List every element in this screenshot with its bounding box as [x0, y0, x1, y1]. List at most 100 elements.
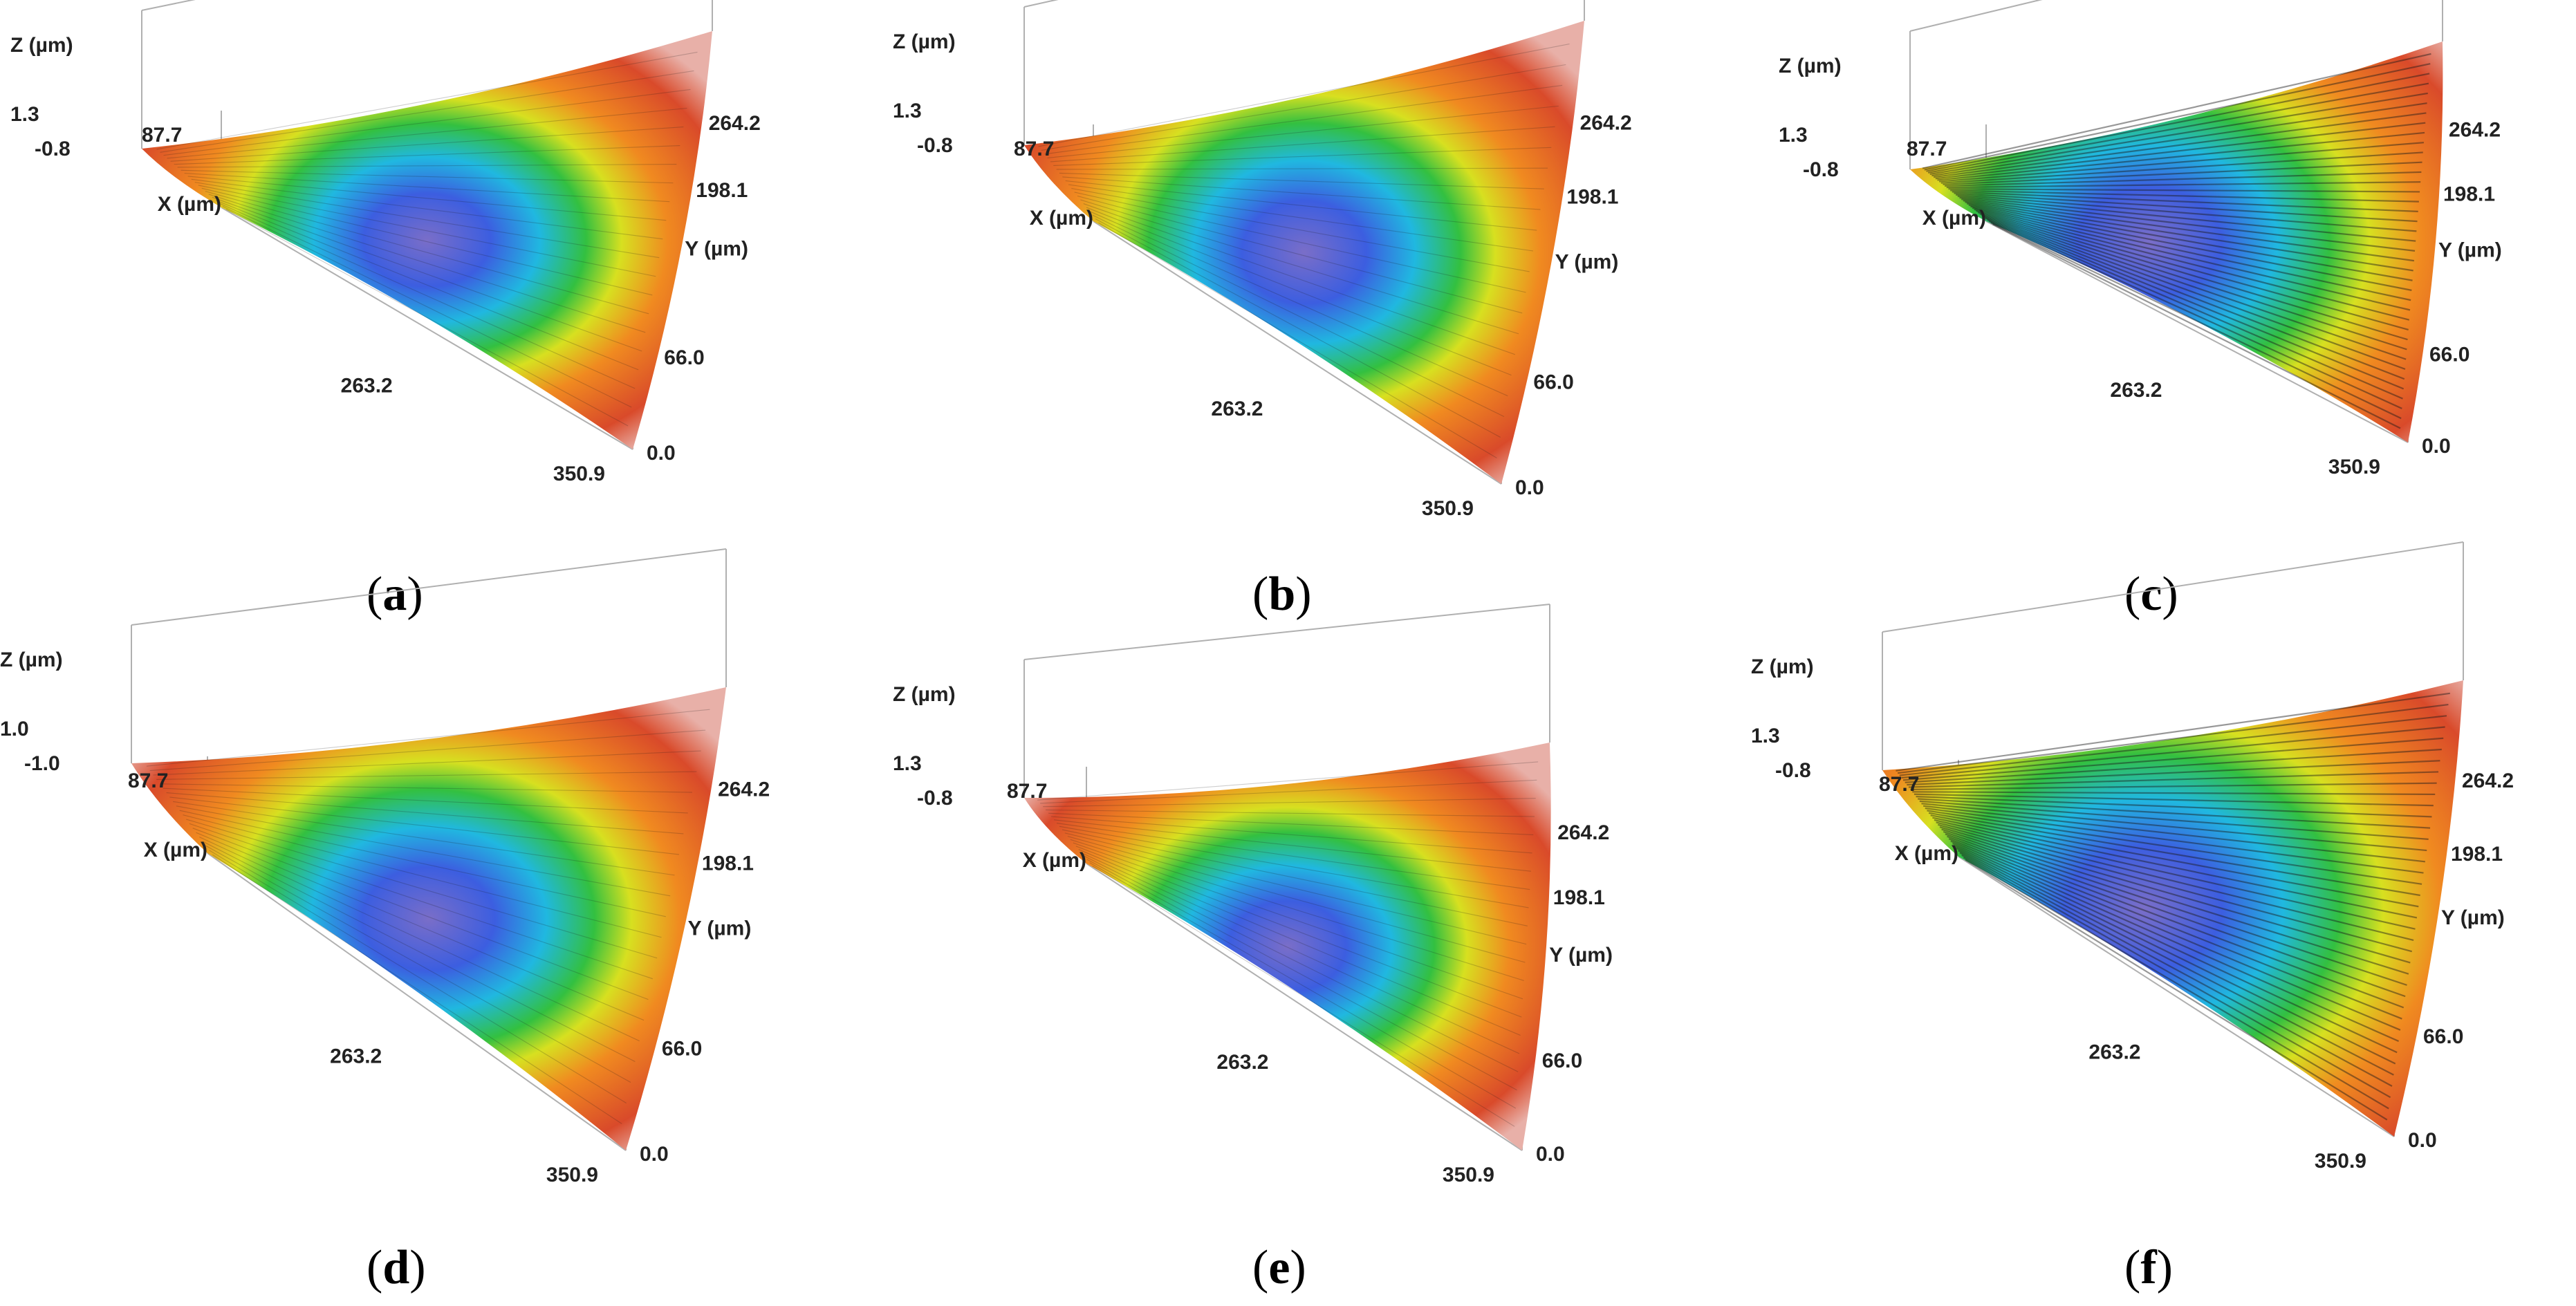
- x-tick-label: 350.9: [1422, 497, 1474, 520]
- y-tick-label: 198.1: [2443, 183, 2495, 205]
- y-tick-label: 264.2: [2462, 769, 2514, 792]
- surface-panel-c: Z (µm) 1.3 -0.8 87.7 X (µm) 263.2 350.9 264.2 19…: [1716, 0, 2575, 653]
- x-axis-label: X (µm): [1023, 849, 1086, 872]
- z-tick-min: -0.8: [35, 138, 71, 160]
- y-tick-label: 0.0: [2408, 1129, 2437, 1152]
- x-tick-label: 350.9: [2328, 456, 2380, 478]
- surface-plot-3d: Z (µm) 1.3 -0.8 87.7 X (µm) 263.2 350.9 264.2 19…: [893, 604, 1613, 1186]
- surface-plot-3d: Z (µm) 1.3 -0.8 87.7 X (µm) 263.2 350.9 264.2 19…: [1751, 541, 2514, 1173]
- x-tick-label: 87.7: [142, 124, 182, 147]
- z-axis-label: Z (µm): [0, 649, 63, 671]
- axis-labels: Z (µm) 1.3 -0.8 87.7 X (µm) 263.2 350.9 264.2 19…: [893, 30, 1632, 520]
- z-axis-label: Z (µm): [893, 30, 956, 53]
- y-tick-label: 0.0: [647, 442, 676, 465]
- z-tick-max: 1.3: [10, 103, 39, 126]
- y-tick-label: 66.0: [664, 346, 704, 369]
- z-tick-max: 1.3: [893, 752, 922, 775]
- surface-panel-e: Z (µm) 1.3 -0.8 87.7 X (µm) 263.2 350.9 264.2 19…: [858, 604, 1716, 1305]
- y-axis-label: Y (µm): [688, 917, 752, 940]
- surface-plot-3d: Z (µm) 1.3 -0.8 87.7 X (µm) 263.2 350.9 264.2 19…: [893, 0, 1632, 520]
- z-tick-min: -0.8: [917, 787, 953, 810]
- y-tick-label: 198.1: [1553, 886, 1605, 909]
- y-axis-label: Y (µm): [1555, 250, 1619, 273]
- surface-plot-3d: Z (µm) 1.3 -0.8 87.7 X (µm) 263.2 350.9 264.2 19…: [1779, 0, 2502, 478]
- axis-labels: Z (µm) 1.3 -0.8 87.7 X (µm) 263.2 350.9 264.2 19…: [10, 34, 761, 485]
- z-tick-max: 1.3: [1751, 725, 1780, 747]
- surface-mesh: [1024, 21, 1584, 484]
- z-tick-min: -0.8: [917, 134, 953, 157]
- z-tick-max: 1.3: [1779, 124, 1808, 147]
- axis-labels: Z (µm) 1.0 -1.0 87.7 X (µm) 263.2 350.9 264.2 19…: [0, 649, 770, 1186]
- z-tick-max: 1.3: [893, 100, 922, 122]
- y-axis-label: Y (µm): [685, 238, 748, 261]
- caption-letter: e: [1268, 1241, 1290, 1294]
- x-tick-label: 263.2: [341, 375, 393, 398]
- x-axis-label: X (µm): [1030, 207, 1093, 230]
- surface-plot-3d: Z (µm) 1.0 -1.0 87.7 X (µm) 263.2 350.9 264.2 19…: [0, 548, 770, 1186]
- y-tick-label: 198.1: [2451, 843, 2503, 866]
- y-tick-label: 264.2: [2449, 119, 2501, 142]
- x-axis-label: X (µm): [158, 193, 221, 216]
- surface-grooves: [1896, 692, 2450, 1121]
- x-tick-label: 350.9: [553, 463, 605, 485]
- y-axis-label: Y (µm): [2441, 906, 2505, 929]
- y-tick-label: 66.0: [1542, 1050, 1582, 1072]
- x-axis-label: X (µm): [1895, 842, 1958, 865]
- caption-letter: b: [1268, 568, 1296, 621]
- panel-caption: (e): [1252, 1241, 1306, 1294]
- y-tick-label: 198.1: [1566, 186, 1618, 209]
- z-axis-label: Z (µm): [10, 34, 73, 57]
- z-axis-label: Z (µm): [1751, 655, 1814, 678]
- x-tick-label: 263.2: [2110, 379, 2162, 402]
- z-tick-min: -1.0: [24, 752, 60, 775]
- surface-grooves: [1922, 53, 2431, 429]
- caption-letter: a: [382, 568, 407, 621]
- caption-letter: f: [2140, 1241, 2157, 1294]
- y-tick-label: 264.2: [709, 112, 761, 135]
- x-tick-label: 350.9: [1443, 1164, 1494, 1186]
- panel-caption: (a): [367, 568, 423, 621]
- x-axis-label: X (µm): [144, 839, 207, 861]
- z-tick-min: -0.8: [1803, 158, 1839, 181]
- surface-mesh: [1910, 41, 2443, 442]
- y-axis-label: Y (µm): [2438, 239, 2502, 262]
- surface-grooves: [1037, 761, 1539, 1127]
- caption-letter: d: [382, 1241, 410, 1294]
- y-tick-label: 0.0: [1536, 1143, 1565, 1166]
- surface-grooves: [1038, 44, 1570, 458]
- z-axis-label: Z (µm): [893, 683, 956, 706]
- y-tick-label: 0.0: [640, 1143, 669, 1166]
- y-tick-label: 0.0: [1515, 476, 1544, 499]
- y-tick-label: 66.0: [662, 1038, 702, 1061]
- surface-panel-a: Z (µm) 1.3 -0.8 87.7 X (µm) 263.2 350.9 264.2 19…: [0, 0, 858, 653]
- surface-mesh: [131, 687, 726, 1150]
- x-tick-label: 87.7: [1907, 138, 1947, 160]
- axis-labels: Z (µm) 1.3 -0.8 87.7 X (µm) 263.2 350.9 264.2 19…: [1779, 55, 2502, 478]
- surface-panel-f: Z (µm) 1.3 -0.8 87.7 X (µm) 263.2 350.9 264.2 19…: [1716, 541, 2575, 1305]
- surface-grooves: [146, 709, 710, 1124]
- y-tick-label: 198.1: [702, 852, 754, 875]
- y-tick-label: 264.2: [1580, 111, 1632, 134]
- x-tick-label: 263.2: [1216, 1051, 1268, 1074]
- y-tick-label: 264.2: [1557, 821, 1609, 844]
- z-tick-min: -0.8: [1775, 759, 1811, 782]
- x-tick-label: 350.9: [2315, 1150, 2366, 1173]
- x-tick-label: 87.7: [128, 769, 168, 792]
- x-tick-label: 87.7: [1879, 773, 1919, 796]
- y-tick-label: 0.0: [2422, 435, 2451, 458]
- surface-mesh: [1882, 680, 2463, 1137]
- x-tick-label: 263.2: [1211, 398, 1263, 420]
- surface-mesh: [1024, 743, 1551, 1150]
- y-axis-label: Y (µm): [1549, 944, 1613, 967]
- caption-letter: c: [2140, 568, 2162, 621]
- x-tick-label: 263.2: [330, 1045, 382, 1068]
- y-tick-label: 198.1: [696, 179, 748, 202]
- x-axis-label: X (µm): [1922, 207, 1986, 230]
- surface-mesh: [142, 31, 712, 449]
- surface-panel-b: Z (µm) 1.3 -0.8 87.7 X (µm) 263.2 350.9 264.2 19…: [858, 0, 1716, 653]
- panel-caption: (f): [2124, 1241, 2173, 1294]
- y-tick-label: 264.2: [718, 778, 770, 801]
- axis-labels: Z (µm) 1.3 -0.8 87.7 X (µm) 263.2 350.9 264.2 19…: [893, 683, 1613, 1186]
- axis-labels: Z (µm) 1.3 -0.8 87.7 X (µm) 263.2 350.9 264.2 19…: [1751, 655, 2514, 1173]
- panel-caption: (b): [1252, 568, 1312, 621]
